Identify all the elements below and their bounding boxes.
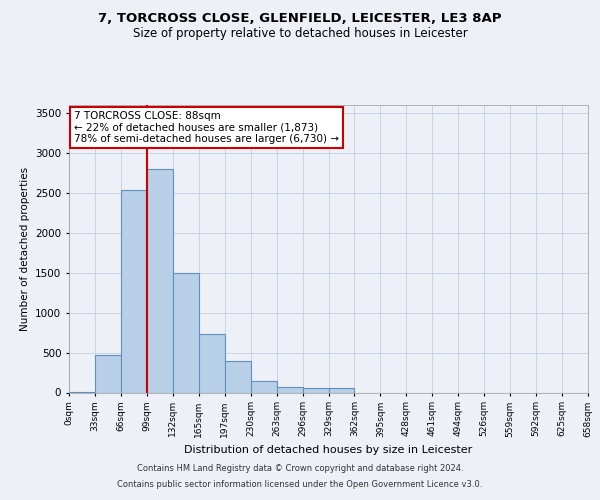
- Text: Contains public sector information licensed under the Open Government Licence v3: Contains public sector information licen…: [118, 480, 482, 489]
- Bar: [199, 334, 224, 392]
- Bar: [173, 272, 199, 392]
- Bar: [225, 362, 251, 392]
- Bar: [277, 386, 302, 392]
- Bar: [147, 169, 173, 392]
- Text: Contains HM Land Registry data © Crown copyright and database right 2024.: Contains HM Land Registry data © Crown c…: [137, 464, 463, 473]
- Y-axis label: Number of detached properties: Number of detached properties: [20, 166, 29, 331]
- Text: 7 TORCROSS CLOSE: 88sqm
← 22% of detached houses are smaller (1,873)
78% of semi: 7 TORCROSS CLOSE: 88sqm ← 22% of detache…: [74, 111, 339, 144]
- Text: 7, TORCROSS CLOSE, GLENFIELD, LEICESTER, LE3 8AP: 7, TORCROSS CLOSE, GLENFIELD, LEICESTER,…: [98, 12, 502, 26]
- Bar: [95, 355, 121, 393]
- Bar: [121, 190, 147, 392]
- Text: Size of property relative to detached houses in Leicester: Size of property relative to detached ho…: [133, 28, 467, 40]
- Bar: [302, 388, 329, 392]
- X-axis label: Distribution of detached houses by size in Leicester: Distribution of detached houses by size …: [184, 445, 473, 455]
- Bar: [251, 382, 277, 392]
- Bar: [329, 388, 355, 392]
